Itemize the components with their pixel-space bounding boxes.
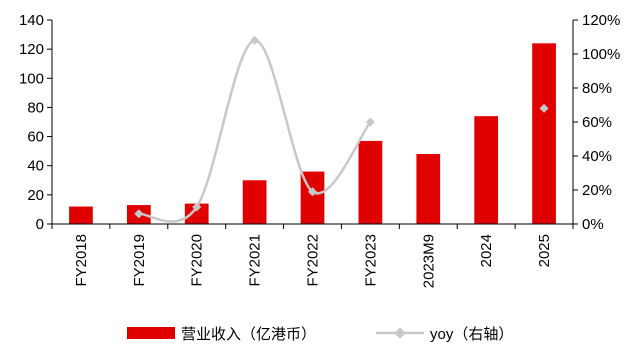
right-tick-label-100%: 100% — [582, 46, 620, 63]
bar-FY2021 — [242, 180, 267, 224]
yoy-point-FY2019 — [134, 209, 144, 219]
yoy-point-FY2023 — [365, 117, 375, 127]
x-tick-label-2024: 2024 — [478, 234, 495, 267]
right-tick-label-0%: 0% — [582, 216, 604, 233]
right-tick-label-80%: 80% — [582, 80, 612, 97]
right-tick-label-120%: 120% — [582, 12, 620, 29]
x-tick-label-2023M9: 2023M9 — [420, 234, 437, 288]
bar-FY2023 — [358, 140, 383, 224]
bar-FY2020 — [184, 203, 209, 224]
left-tick-label-40: 40 — [27, 158, 44, 175]
left-tick-label-60: 60 — [27, 129, 44, 146]
bar-layer — [69, 43, 556, 224]
x-tick-label-FY2018: FY2018 — [73, 234, 90, 287]
right-tick-label-60%: 60% — [582, 114, 612, 131]
x-tick-label-FY2021: FY2021 — [247, 234, 264, 287]
bar-FY2018 — [69, 206, 93, 224]
axes-layer: 0 20 40 60 80 100 120 140 0% 20% 40% 60% 80% 100% 120%… — [19, 12, 620, 288]
x-tick-label-FY2020: FY2020 — [189, 234, 206, 287]
legend-swatch-revenue — [127, 327, 175, 339]
left-tick-label-20: 20 — [27, 187, 44, 204]
left-tick-label-100: 100 — [19, 70, 44, 87]
x-tick-label-FY2022: FY2022 — [305, 234, 322, 287]
legend: 营业收入（亿港币） yoy（右轴） — [127, 326, 513, 343]
right-tick-label-20%: 20% — [582, 182, 612, 199]
x-tick-label-FY2019: FY2019 — [131, 234, 148, 287]
right-tick-label-40%: 40% — [582, 148, 612, 165]
x-tick-label-FY2023: FY2023 — [362, 234, 379, 287]
legend-label-revenue: 营业收入（亿港币） — [181, 326, 316, 343]
bar-2023M9 — [416, 154, 441, 224]
left-tick-label-0: 0 — [36, 216, 44, 233]
x-tick-label-2025: 2025 — [536, 234, 553, 267]
left-tick-label-80: 80 — [27, 99, 44, 116]
legend-swatch-yoy-marker — [394, 327, 406, 339]
bar-2025 — [532, 43, 556, 224]
left-tick-label-120: 120 — [19, 41, 44, 58]
left-tick-label-140: 140 — [19, 12, 44, 29]
legend-label-yoy: yoy（右轴） — [430, 326, 513, 343]
bar-2024 — [474, 116, 499, 224]
